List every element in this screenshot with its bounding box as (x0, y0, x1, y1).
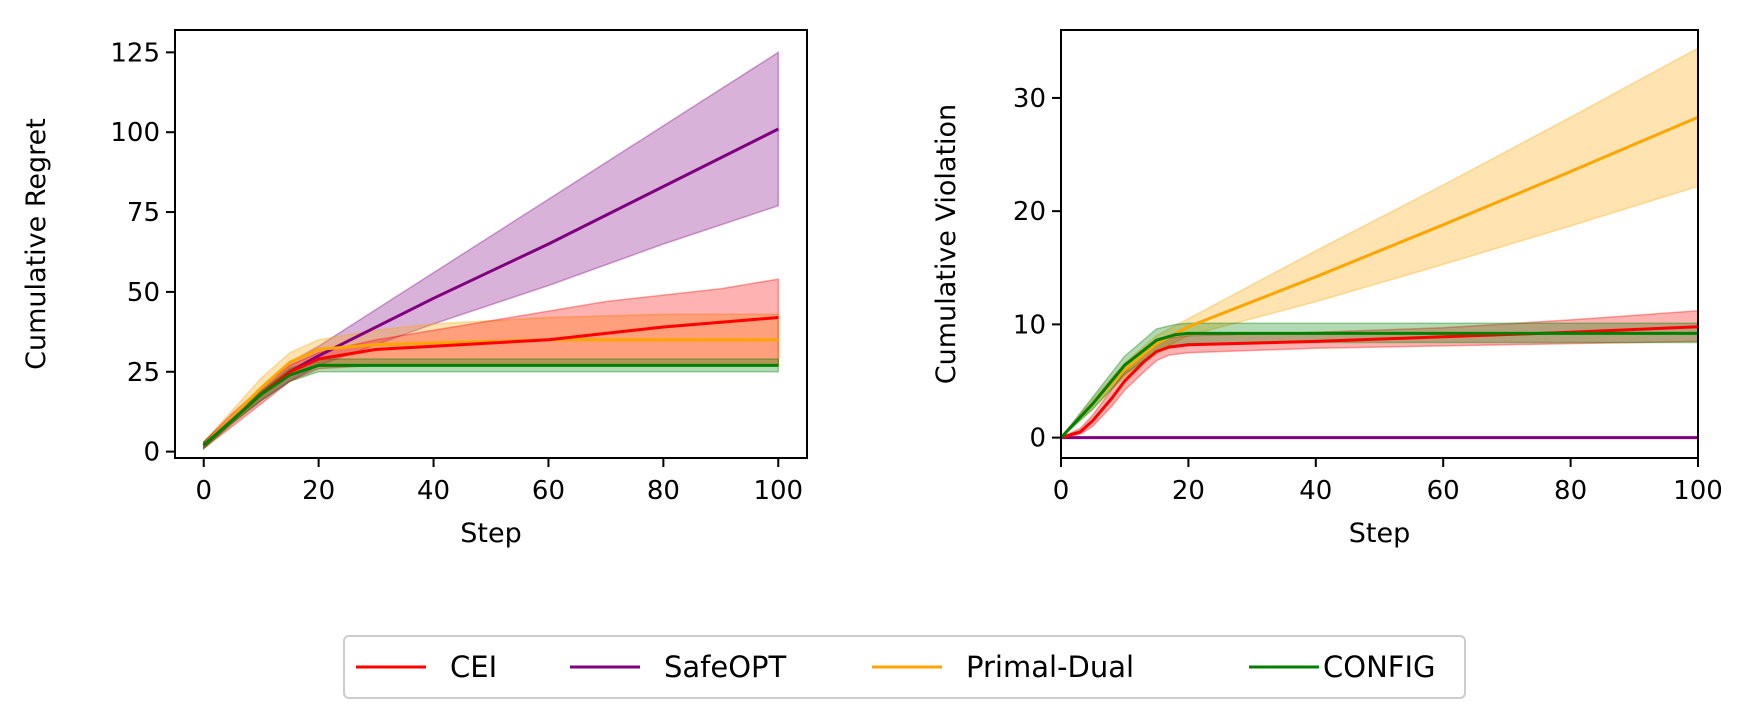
line-config (1059, 331, 1698, 439)
x-tick-label: 40 (417, 476, 450, 506)
legend-label-safeopt: SafeOPT (664, 650, 787, 684)
x-tick-label: 20 (302, 476, 335, 506)
x-tick-label: 80 (1554, 476, 1587, 506)
x-tick-label: 0 (195, 476, 212, 506)
line-config (202, 363, 779, 447)
y-axis-label: Cumulative Violation (931, 104, 962, 384)
y-tick-label: 0 (1029, 424, 1046, 454)
x-tick-label: 20 (1172, 476, 1205, 506)
y-tick-label: 100 (110, 118, 160, 148)
legend-label-config: CONFIG (1323, 650, 1435, 684)
x-tick-label: 100 (1673, 476, 1723, 506)
y-tick-label: 10 (1013, 310, 1046, 340)
x-tick-label: 60 (532, 476, 565, 506)
y-tick-label: 0 (143, 438, 160, 468)
y-tick-label: 25 (127, 358, 160, 388)
legend-label-cei: CEI (450, 650, 497, 684)
legend-label-primal-dual: Primal-Dual (966, 650, 1134, 684)
y-tick-label: 20 (1013, 197, 1046, 227)
y-axis-label: Cumulative Regret (21, 118, 52, 370)
line-cei (1060, 325, 1699, 440)
legend: CEI SafeOPT Primal-Dual CONFIG (343, 635, 1466, 699)
band-safeopt (202, 51, 780, 451)
legend-item-primal-dual: Primal-Dual (872, 650, 1134, 684)
axes-frame (174, 29, 808, 459)
band-config (202, 358, 780, 451)
legend-item-safeopt: SafeOPT (570, 650, 787, 684)
x-tick-label: 40 (1299, 476, 1332, 506)
axes-frame (1060, 29, 1699, 459)
violation-panel: 0 20 40 60 80 100 0 10 20 30 Step Cumulative Violat… (931, 29, 1723, 549)
legend-item-config: CONFIG (1249, 650, 1435, 684)
band-primal-dual (1060, 46, 1699, 439)
y-tick-label: 30 (1013, 84, 1046, 114)
x-tick-label: 80 (647, 476, 680, 506)
x-tick-label: 60 (1427, 476, 1460, 506)
regret-panel: 0 20 40 60 80 100 0 25 50 75 100 125 Step Cumulative … (21, 29, 808, 549)
line-primal-dual (202, 338, 779, 447)
y-tick-label: 75 (127, 198, 160, 228)
x-tick-label: 100 (753, 476, 803, 506)
y-tick-label: 125 (110, 38, 160, 68)
x-axis-label: Step (460, 518, 521, 549)
x-tick-label: 0 (1053, 476, 1070, 506)
legend-item-cei: CEI (356, 650, 497, 684)
x-axis-label: Step (1349, 518, 1410, 549)
y-tick-label: 50 (127, 278, 160, 308)
